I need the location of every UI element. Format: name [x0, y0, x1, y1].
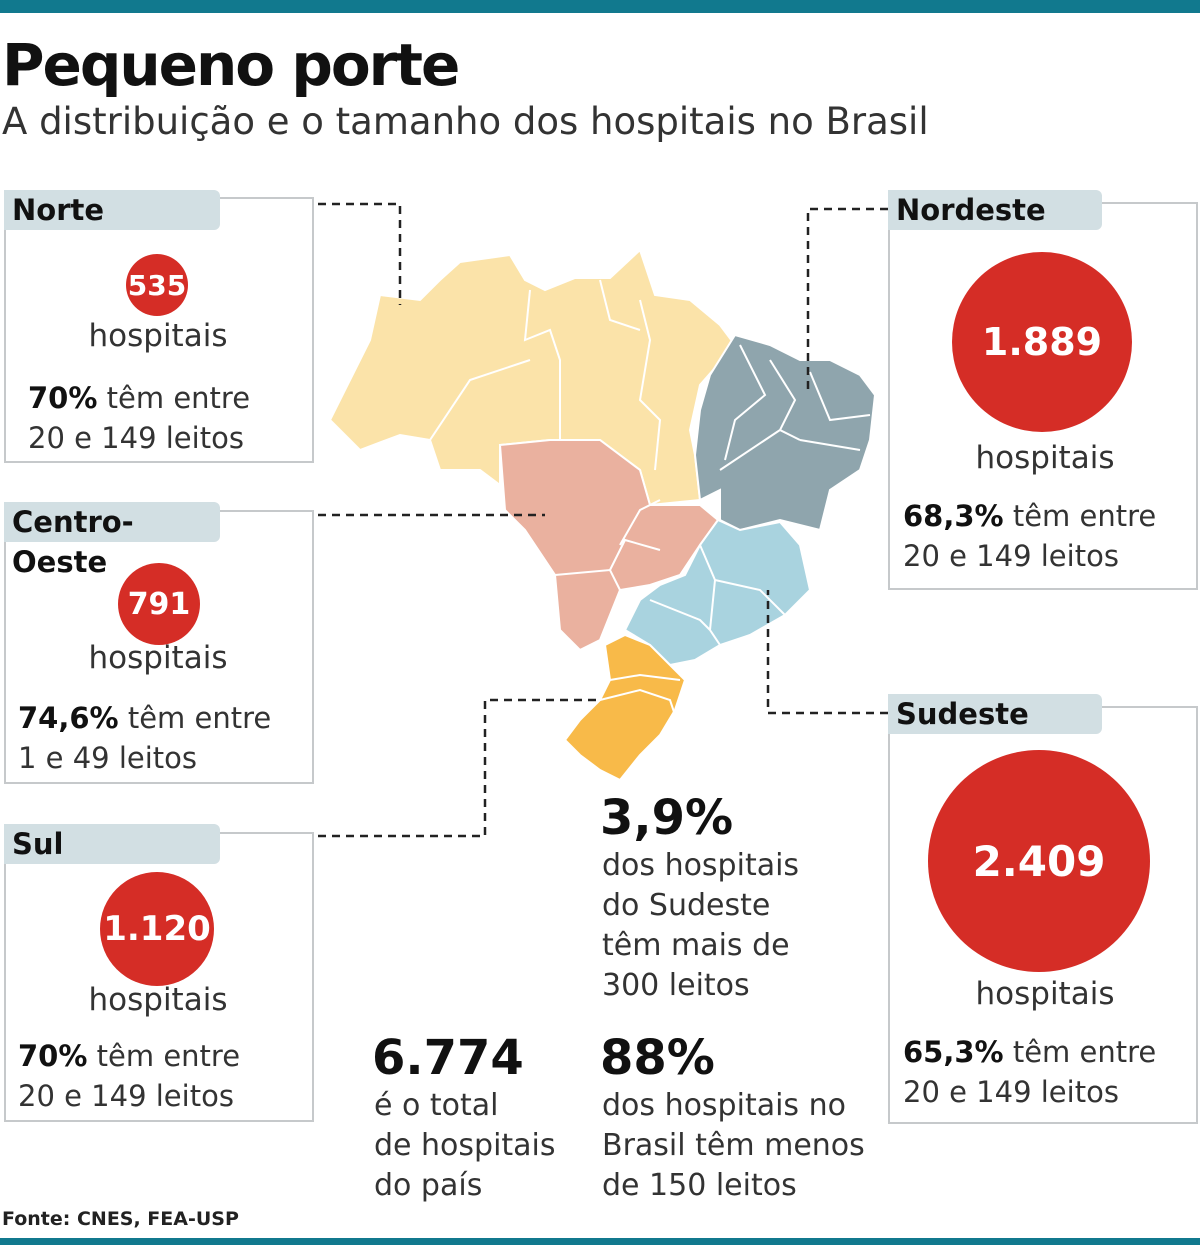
region-tab-norte: Norte	[4, 190, 220, 230]
pct-rest-norte: têm entre	[97, 381, 251, 415]
pct-text-nordeste: 68,3% têm entre	[903, 496, 1156, 536]
region-sudeste	[623, 518, 812, 667]
leader-sul	[220, 698, 600, 838]
hospital-count-label-sudeste: hospitais	[975, 976, 1115, 1012]
hospital-count-circle-centro-oeste: 791	[118, 563, 200, 645]
pct-rest-sudeste: têm entre	[1003, 1035, 1157, 1069]
fact-total-line-1: é o total	[374, 1088, 499, 1123]
fact-small-value: 88%	[600, 1030, 715, 1086]
fact-sudeste-value: 3,9%	[600, 790, 734, 846]
range-text-norte: 20 e 149 leitos	[28, 421, 244, 455]
pct-value-sul: 70%	[18, 1039, 88, 1073]
pct-text-centro-oeste: 74,6% têm entre	[18, 698, 271, 738]
hospital-count-label-centro-oeste: hospitais	[88, 640, 228, 676]
range-text-sudeste: 20 e 149 leitos	[903, 1075, 1119, 1109]
pct-rest-centro-oeste: têm entre	[118, 701, 272, 735]
hospital-count-circle-norte: 535	[126, 254, 188, 316]
hospital-count-circle-nordeste: 1.889	[952, 252, 1132, 432]
source-note: Fonte: CNES, FEA-USP	[2, 1208, 239, 1230]
bottom-accent-bar	[0, 1238, 1200, 1245]
fact-small-line-3: de 150 leitos	[602, 1168, 797, 1203]
fact-sudeste-line-3: têm mais de	[602, 928, 790, 963]
hospital-count-circle-sudeste: 2.409	[928, 750, 1150, 972]
fact-sudeste-line-2: do Sudeste	[602, 888, 771, 923]
region-tab-centro-oeste: Centro-Oeste	[4, 502, 220, 579]
range-text-nordeste: 20 e 149 leitos	[903, 539, 1119, 573]
region-tab-sudeste: Sudeste	[888, 694, 1102, 734]
pct-value-centro-oeste: 74,6%	[18, 701, 119, 735]
fact-total-line-3: do país	[374, 1168, 483, 1203]
pct-rest-sul: têm entre	[87, 1039, 241, 1073]
hospital-count-label-norte: hospitais	[88, 318, 228, 354]
page-subtitle: A distribuição e o tamanho dos hospitais…	[2, 100, 929, 143]
pct-text-sul: 70% têm entre	[18, 1036, 240, 1076]
region-sul	[563, 633, 687, 782]
leader-sudeste	[766, 590, 888, 715]
pct-value-norte: 70%	[28, 381, 98, 415]
hospital-count-label-sul: hospitais	[88, 982, 228, 1018]
pct-rest-nordeste: têm entre	[1003, 499, 1157, 533]
region-card-centro-oeste	[4, 510, 314, 784]
hospital-count-label-nordeste: hospitais	[975, 440, 1115, 476]
pct-value-nordeste: 68,3%	[903, 499, 1004, 533]
top-accent-bar	[0, 0, 1200, 13]
leader-nordeste	[806, 207, 888, 390]
region-tab-sul: Sul	[4, 824, 220, 864]
fact-small-line-2: Brasil têm menos	[602, 1128, 865, 1163]
range-text-centro-oeste: 1 e 49 leitos	[18, 741, 198, 775]
pct-text-norte: 70% têm entre	[28, 378, 250, 418]
page-title: Pequeno porte	[2, 31, 460, 99]
region-tab-nordeste: Nordeste	[888, 190, 1102, 230]
range-text-sul: 20 e 149 leitos	[18, 1079, 234, 1113]
fact-sudeste-line-4: 300 leitos	[602, 968, 750, 1003]
hospital-count-circle-sul: 1.120	[100, 872, 214, 986]
pct-text-sudeste: 65,3% têm entre	[903, 1032, 1156, 1072]
fact-total-value: 6.774	[372, 1030, 524, 1086]
pct-value-sudeste: 65,3%	[903, 1035, 1004, 1069]
fact-small-line-1: dos hospitais no	[602, 1088, 846, 1123]
fact-total-line-2: de hospitais	[374, 1128, 556, 1163]
fact-sudeste-line-1: dos hospitais	[602, 848, 800, 883]
